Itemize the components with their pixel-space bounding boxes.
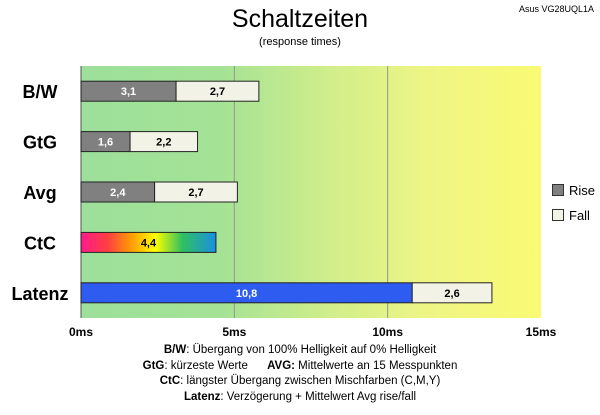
category-label: GtG bbox=[23, 133, 57, 153]
bar-fall-bw bbox=[175, 80, 260, 102]
category-label: B/W bbox=[23, 82, 58, 102]
footer-notes: B/W: Übergang von 100% Helligkeit auf 0%… bbox=[0, 343, 600, 405]
footer-line-ctc: CtC: längster Übergang zwischen Mischfar… bbox=[159, 375, 441, 387]
chart-title: Schaltzeiten bbox=[231, 5, 369, 33]
data-label-fall: 2,7 bbox=[188, 187, 203, 199]
legend-label-fall: Fall bbox=[569, 207, 590, 223]
legend-item-fall: Fall bbox=[552, 204, 595, 226]
data-label-fall: 2,6 bbox=[444, 288, 459, 300]
data-label-rise: 4,4 bbox=[141, 237, 157, 249]
data-label-rise: 3,1 bbox=[121, 86, 136, 98]
x-tick-label: 5ms bbox=[222, 325, 246, 339]
category-label: CtC bbox=[24, 233, 56, 253]
bars: 3,1 2,7 1,6 2,2 2,4 2,7 4,4 10,8 2,6 bbox=[80, 80, 493, 304]
legend-item-rise: Rise bbox=[552, 179, 595, 201]
x-tick-label: 10ms bbox=[372, 325, 403, 339]
data-label-fall: 2,2 bbox=[156, 137, 171, 149]
bar-rise-ctc bbox=[80, 231, 217, 253]
data-label-fall: 2,7 bbox=[210, 86, 225, 98]
x-tick-label: 15ms bbox=[526, 325, 557, 339]
category-label: Avg bbox=[23, 183, 56, 203]
x-tick-labels: 0ms 5ms 10ms 15ms bbox=[69, 325, 557, 339]
bar-fall-avg bbox=[154, 181, 238, 203]
category-labels: B/W GtG Avg CtC Latenz bbox=[11, 82, 68, 304]
data-label-rise: 10,8 bbox=[236, 288, 257, 300]
chart-subtitle: (response times) bbox=[259, 36, 341, 48]
bar-fall-latenz bbox=[411, 282, 493, 304]
footer-line-bw: B/W: Übergang von 100% Helligkeit auf 0%… bbox=[163, 344, 437, 356]
x-tick-label: 0ms bbox=[69, 325, 93, 339]
legend: Rise Fall bbox=[552, 179, 595, 229]
footer-line-latenz: Latenz: Verzögerung + Mittelwert Avg ris… bbox=[183, 390, 417, 403]
model-label: Asus VG28UQL1A bbox=[518, 4, 594, 14]
bar-fall-gtg bbox=[129, 131, 199, 153]
category-label: Latenz bbox=[11, 284, 68, 304]
data-label-rise: 2,4 bbox=[110, 187, 126, 199]
data-label-rise: 1,6 bbox=[98, 137, 113, 149]
legend-label-rise: Rise bbox=[569, 182, 596, 198]
legend-swatch-fall bbox=[552, 209, 564, 221]
footer-line-gtg: GtG: kürzeste Werte AVG: Mittelwerte an … bbox=[142, 359, 458, 372]
legend-swatch-rise bbox=[552, 184, 564, 196]
